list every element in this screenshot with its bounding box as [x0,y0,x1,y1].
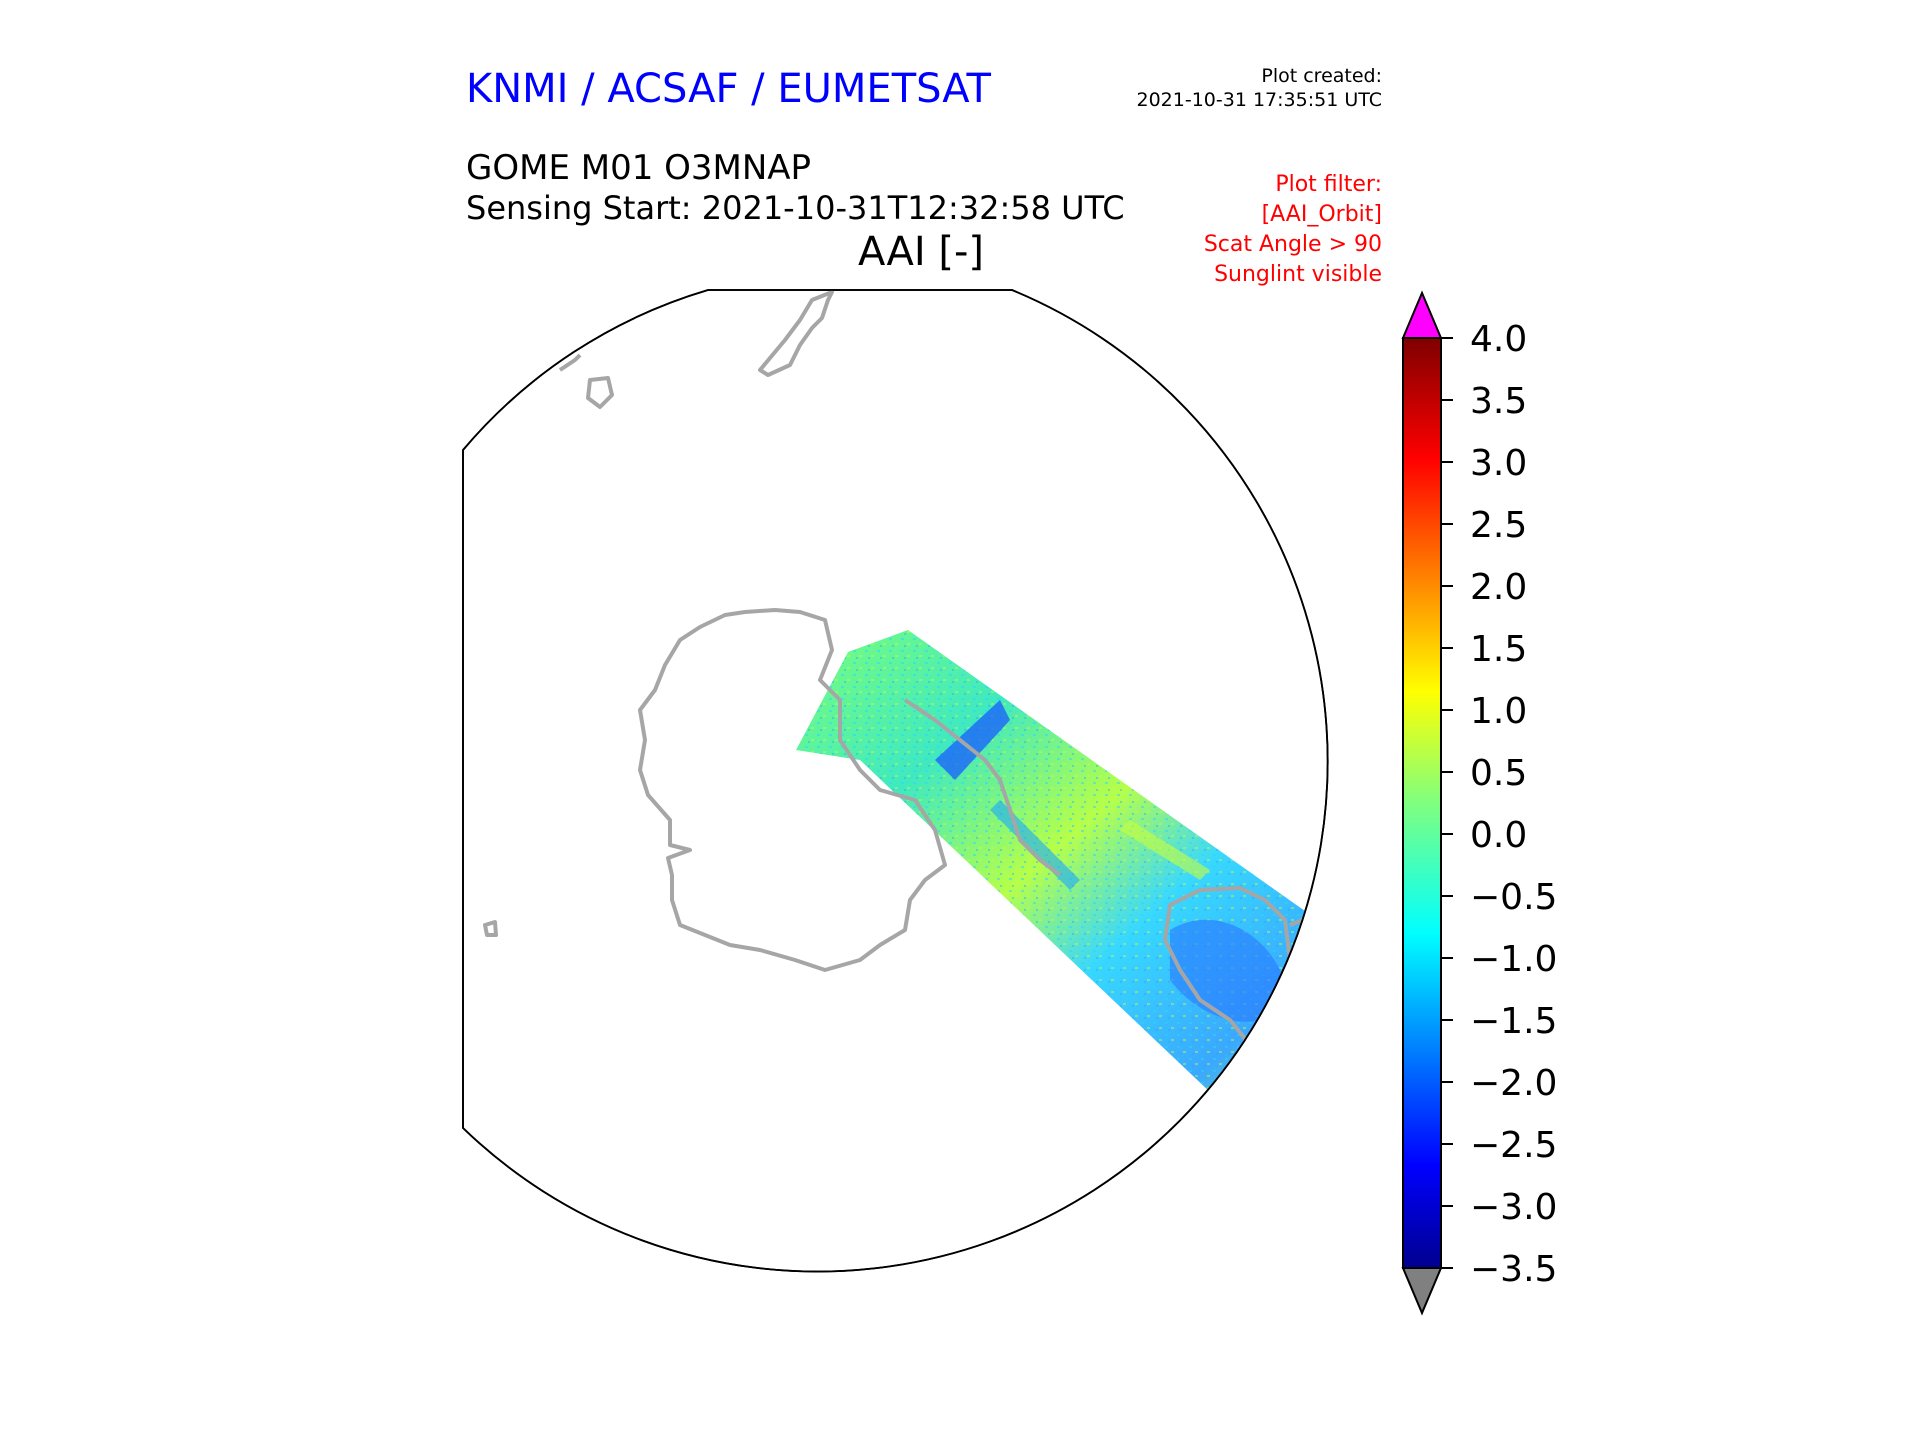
product-title: GOME M01 O3MNAP [466,148,812,188]
colorbar-tick-label: −1.0 [1470,939,1557,980]
plot-created-label: Plot created: [1261,65,1382,87]
filter-line-0: Plot filter: [1275,172,1382,197]
colorbar-tick-label: 2.0 [1470,567,1527,608]
colorbar-under-triangle [1401,1267,1443,1316]
variable-title: AAI [-] [858,229,984,275]
colorbar-tick-label: 1.5 [1470,629,1527,670]
plot-created-info: Plot created: 2021-10-31 17:35:51 UTC [1060,64,1383,112]
plot-created-time: 2021-10-31 17:35:51 UTC [1136,89,1383,111]
organization-title: KNMI / ACSAF / EUMETSAT [466,66,991,112]
colorbar-tick-label: −3.0 [1470,1187,1557,1228]
filter-line-3: Sunglint visible [1214,262,1382,287]
filter-line-1: [AAI_Orbit] [1261,202,1382,227]
colorbar-over-triangle [1401,290,1443,339]
aai-swath [796,630,1328,1130]
colorbar-gradient [1402,337,1442,1269]
colorbar-tick-label: 2.5 [1470,505,1527,546]
colorbar-tick-label: 0.0 [1470,815,1527,856]
colorbar-tick-label: 4.0 [1470,319,1527,360]
colorbar-tick-label: −3.5 [1470,1249,1557,1290]
colorbar-tick-label: 3.0 [1470,443,1527,484]
colorbar-tick-label: −2.5 [1470,1125,1557,1166]
plot-filter-box: Plot filter: [AAI_Orbit] Scat Angle > 90… [1060,170,1382,290]
filter-line-2: Scat Angle > 90 [1203,232,1382,257]
colorbar-tick-label: 1.0 [1470,691,1527,732]
colorbar-tick-label: 0.5 [1470,753,1527,794]
colorbar-tick-label: −2.0 [1470,1063,1557,1104]
colorbar-tick-label: −1.5 [1470,1001,1557,1042]
sensing-start: Sensing Start: 2021-10-31T12:32:58 UTC [466,189,1125,227]
colorbar-tick-label: −0.5 [1470,877,1557,918]
colorbar-tick-label: 3.5 [1470,381,1527,422]
